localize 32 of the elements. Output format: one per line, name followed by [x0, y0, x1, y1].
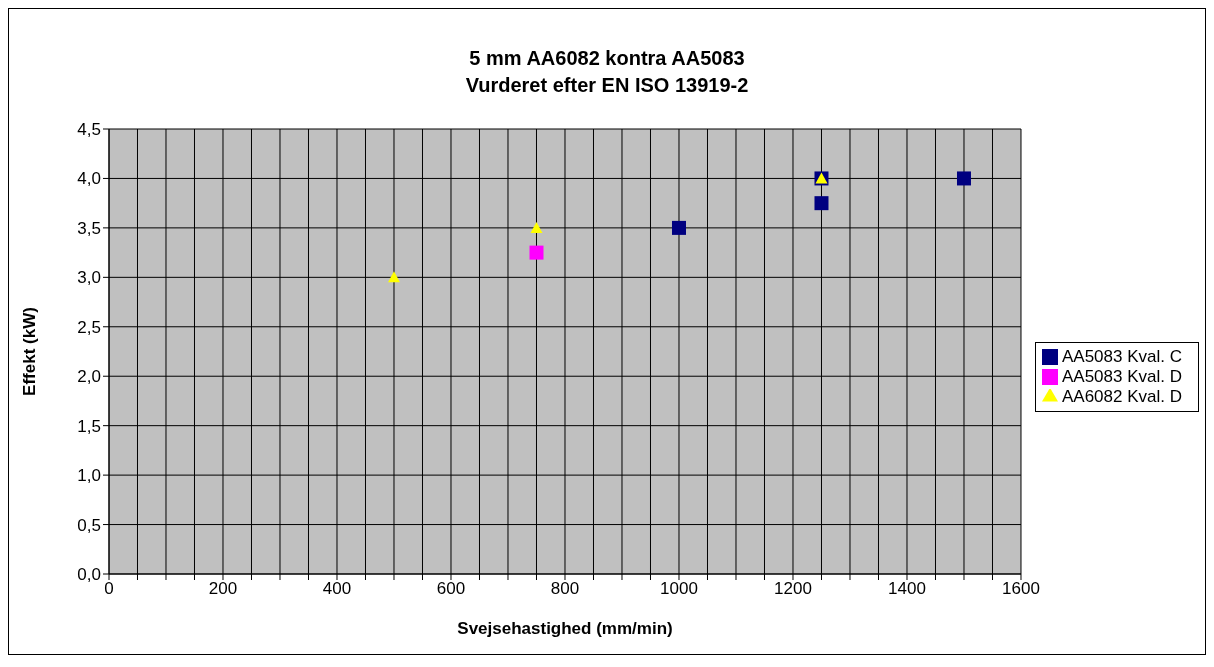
x-tick-label: 800 — [550, 579, 580, 599]
chart-title: 5 mm AA6082 kontra AA5083 — [468, 46, 746, 71]
y-tick-label: 2,5 — [77, 317, 101, 337]
y-tick-label: 1,0 — [77, 466, 101, 486]
x-axis-title: Svejsehastighed (mm/min) — [457, 619, 673, 638]
y-tick-label: 0,0 — [77, 565, 101, 585]
legend-label: AA5083 Kval. D — [1061, 366, 1182, 386]
y-tick-label: 3,0 — [77, 268, 101, 288]
point — [529, 245, 544, 260]
x-tick-label: 200 — [208, 579, 238, 599]
legend-label: AA6082 Kval. D — [1061, 386, 1182, 406]
x-tick-label: 0 — [104, 579, 114, 599]
chart-subtitle: Vurderet efter EN ISO 13919-2 — [464, 73, 750, 98]
y-tick-label: 4,0 — [77, 169, 101, 189]
point — [388, 271, 400, 283]
x-tick-label: 1000 — [660, 579, 698, 599]
x-tick-label: 1400 — [888, 579, 926, 599]
y-tick-label: 3,5 — [77, 218, 101, 238]
point — [814, 196, 829, 211]
point — [956, 171, 971, 186]
x-tick-label: 600 — [436, 579, 466, 599]
y-tick-label: 2,0 — [77, 367, 101, 387]
x-tick-label: 1600 — [1002, 579, 1040, 599]
y-tick-label: 1,5 — [77, 416, 101, 436]
point — [530, 221, 543, 233]
legend-label: AA5083 Kval. C — [1061, 346, 1182, 366]
y-tick-label: 4,5 — [77, 120, 101, 140]
x-tick-label: 400 — [322, 579, 352, 599]
y-axis-title: Effekt (kW) — [20, 307, 40, 396]
y-tick-label: 0,5 — [77, 515, 101, 535]
x-tick-label: 1200 — [774, 579, 812, 599]
point — [671, 220, 686, 235]
